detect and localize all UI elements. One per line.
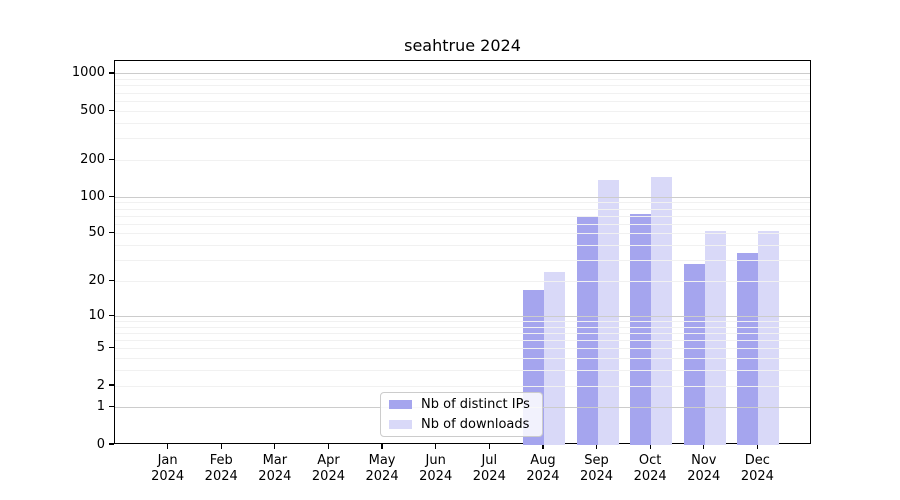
x-tick-label-oct: Oct 2024 xyxy=(618,453,682,484)
x-tick-aug xyxy=(542,444,544,449)
y-tick-20 xyxy=(109,279,114,282)
x-tick-month: Nov xyxy=(691,453,717,468)
x-tick-month: Dec xyxy=(744,453,770,468)
x-tick-dec xyxy=(756,444,758,449)
x-tick-apr xyxy=(327,444,330,449)
bars-layer xyxy=(115,61,810,445)
legend-label-distinct-ips: Nb of distinct IPs xyxy=(421,396,530,412)
bar-downloads-oct xyxy=(651,177,673,445)
y-tick-5 xyxy=(109,347,114,349)
x-tick-year: 2024 xyxy=(579,468,614,484)
x-tick-year: 2024 xyxy=(472,468,506,484)
x-tick-year: 2024 xyxy=(311,468,345,484)
x-tick-month: Mar xyxy=(262,453,288,468)
x-tick-year: 2024 xyxy=(526,468,560,484)
plot-area: Nb of distinct IPs Nb of downloads xyxy=(114,60,811,445)
y-tick-2 xyxy=(109,384,114,386)
x-tick-year: 2024 xyxy=(633,468,667,484)
x-tick-may xyxy=(381,444,383,449)
x-tick-label-mar: Mar 2024 xyxy=(243,453,307,484)
x-tick-year: 2024 xyxy=(687,468,721,484)
y-tick-label-500: 500 xyxy=(80,102,105,118)
x-tick-year: 2024 xyxy=(258,468,292,484)
x-tick-label-dec: Dec 2024 xyxy=(725,453,789,484)
x-tick-month: May xyxy=(368,453,396,468)
bar-distinct-ips-dec xyxy=(737,252,759,445)
x-tick-label-jun: Jun 2024 xyxy=(404,453,468,484)
bar-distinct-ips-nov xyxy=(683,264,705,445)
x-axis: Jan 2024 Feb 2024 Mar 2024 Apr 2024 May 2024 Jun 20… xyxy=(114,444,811,500)
x-tick-jun xyxy=(435,444,437,449)
x-tick-sep xyxy=(595,444,598,449)
x-tick-label-may: May 2024 xyxy=(350,453,414,484)
bar-distinct-ips-sep xyxy=(576,216,598,445)
y-tick-label-200: 200 xyxy=(80,151,105,167)
x-tick-label-nov: Nov 2024 xyxy=(672,453,736,484)
legend-item-distinct-ips: Nb of distinct IPs xyxy=(389,397,542,413)
x-tick-month: Jul xyxy=(481,453,498,468)
x-tick-oct xyxy=(649,444,651,449)
x-tick-label-sep: Sep 2024 xyxy=(565,453,629,484)
y-tick-label-0: 0 xyxy=(96,436,105,452)
x-tick-jan xyxy=(167,444,169,449)
y-tick-label-1: 1 xyxy=(96,399,105,415)
legend-item-downloads: Nb of downloads xyxy=(389,417,542,433)
x-tick-month: Jan xyxy=(157,453,178,468)
x-tick-jul xyxy=(488,444,490,449)
bar-downloads-sep xyxy=(597,180,619,445)
x-tick-year: 2024 xyxy=(151,468,185,484)
x-tick-label-jul: Jul 2024 xyxy=(457,453,521,484)
y-tick-50 xyxy=(109,232,114,234)
x-tick-feb xyxy=(220,444,222,449)
y-tick-200 xyxy=(109,158,114,160)
y-tick-0 xyxy=(109,443,114,445)
y-tick-label-10: 10 xyxy=(88,307,105,323)
x-tick-year: 2024 xyxy=(204,468,238,484)
legend-label-downloads: Nb of downloads xyxy=(421,416,530,432)
x-tick-year: 2024 xyxy=(740,468,774,484)
y-tick-100 xyxy=(109,195,114,197)
y-axis: 0 1 2 5 10 20 50 100 200 500 1000 xyxy=(0,60,114,452)
x-tick-month: Oct xyxy=(638,453,662,468)
bar-downloads-aug xyxy=(543,272,565,445)
x-tick-label-aug: Aug 2024 xyxy=(511,453,575,484)
x-tick-year: 2024 xyxy=(365,468,399,484)
legend-swatch-downloads xyxy=(389,420,412,429)
y-tick-label-100: 100 xyxy=(80,188,105,204)
y-tick-label-50: 50 xyxy=(88,225,105,241)
x-tick-nov xyxy=(703,444,705,449)
x-tick-month: Sep xyxy=(584,453,609,468)
y-tick-label-5: 5 xyxy=(96,340,105,356)
x-tick-mar xyxy=(274,444,276,449)
bar-downloads-nov xyxy=(704,230,726,445)
x-tick-year: 2024 xyxy=(419,468,453,484)
chart-title: seahtrue 2024 xyxy=(404,36,521,55)
x-tick-month: Feb xyxy=(209,453,233,468)
legend-swatch-distinct-ips xyxy=(389,400,412,409)
x-tick-month: Jun xyxy=(425,453,446,468)
x-tick-label-jan: Jan 2024 xyxy=(136,453,200,484)
y-tick-label-2: 2 xyxy=(96,377,105,393)
y-tick-1 xyxy=(109,406,114,408)
y-tick-label-1000: 1000 xyxy=(71,65,105,81)
x-tick-month: Aug xyxy=(530,453,556,468)
y-tick-500 xyxy=(109,109,114,111)
x-tick-month: Apr xyxy=(317,453,340,468)
bar-distinct-ips-oct xyxy=(630,213,652,445)
y-tick-1000 xyxy=(109,72,114,74)
x-tick-label-feb: Feb 2024 xyxy=(189,453,253,484)
legend: Nb of distinct IPs Nb of downloads xyxy=(380,392,543,437)
bar-downloads-dec xyxy=(758,230,780,445)
x-tick-label-apr: Apr 2024 xyxy=(296,453,360,484)
y-tick-label-20: 20 xyxy=(88,273,105,288)
y-tick-10 xyxy=(109,314,114,316)
